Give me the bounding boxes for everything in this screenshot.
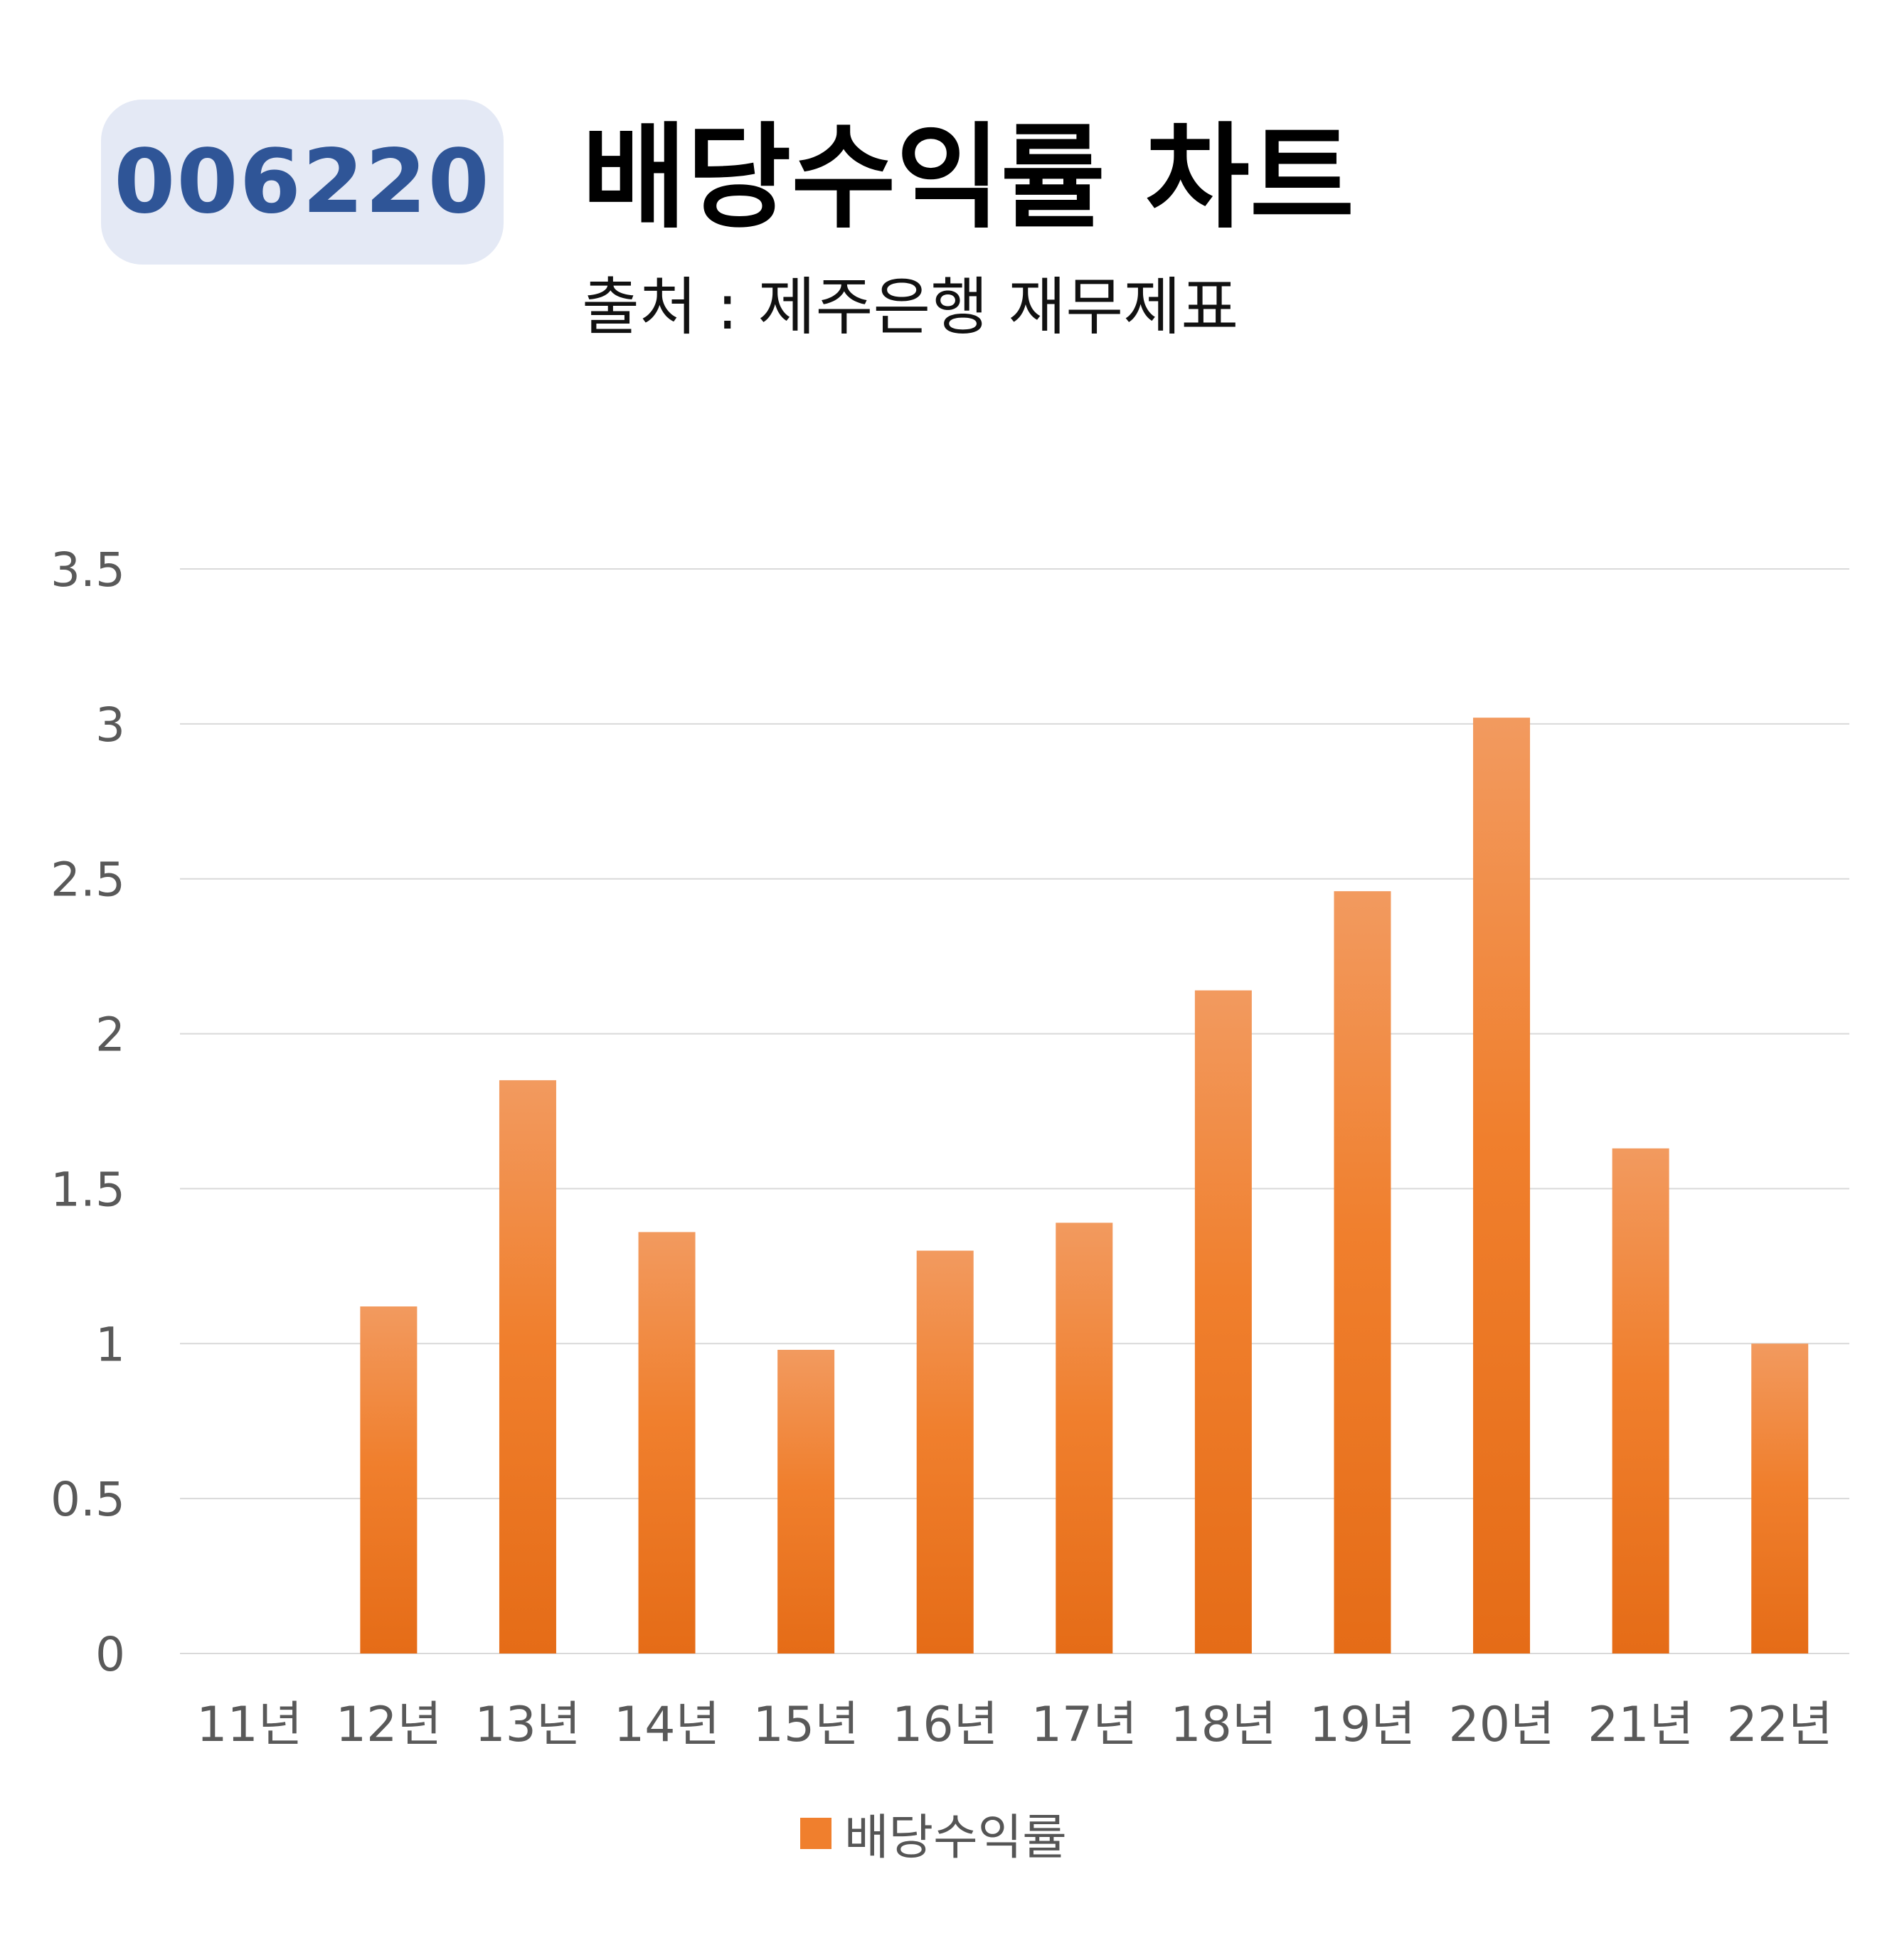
bar-18년 (1194, 990, 1252, 1653)
x-tick-label: 14년 (614, 1697, 720, 1753)
bar-16년 (916, 1250, 974, 1653)
x-axis-ticks: 11년 12년 13년 14년 15년 16년 17년 18년 19년 20년 21년 22년 (196, 1697, 1833, 1753)
stock-code-badge: 006220 (101, 100, 504, 265)
bar-13년 (499, 1080, 556, 1653)
x-tick-label: 19년 (1309, 1697, 1415, 1753)
bar-17년 (1056, 1223, 1113, 1653)
x-tick-label: 16년 (892, 1697, 998, 1753)
chart-title: 배당수익률 차트 (582, 111, 1355, 244)
legend-label: 배당수익률 (844, 1810, 1067, 1866)
y-tick-label: 0.5 (51, 1472, 125, 1527)
bar-21년 (1612, 1148, 1669, 1653)
y-tick-label: 1 (95, 1317, 125, 1372)
y-tick-label: 1.5 (51, 1162, 125, 1217)
x-tick-label: 12년 (336, 1697, 442, 1753)
bars (360, 718, 1809, 1654)
x-tick-label: 17년 (1031, 1697, 1137, 1753)
x-tick-label: 18년 (1170, 1697, 1276, 1753)
bar-19년 (1334, 891, 1391, 1653)
stock-code: 006220 (114, 131, 491, 233)
x-tick-label: 11년 (196, 1697, 302, 1753)
x-tick-label: 22년 (1727, 1697, 1833, 1753)
gridlines (180, 568, 1849, 1654)
bar-22년 (1751, 1343, 1809, 1653)
legend: 배당수익률 (800, 1798, 1067, 1868)
bar-12년 (360, 1306, 418, 1653)
x-tick-label: 21년 (1588, 1697, 1694, 1753)
bar-15년 (777, 1350, 835, 1653)
legend-swatch (800, 1817, 831, 1849)
y-axis-ticks: 0 0.5 1 1.5 2 2.5 3 3.5 (51, 543, 125, 1682)
y-tick-label: 3 (95, 698, 125, 752)
y-tick-label: 0 (95, 1627, 125, 1682)
y-tick-label: 2.5 (51, 853, 125, 907)
bar-14년 (638, 1232, 696, 1653)
x-tick-label: 13년 (474, 1697, 580, 1753)
chart-subtitle: 출처 : 제주은행 재무제표 (582, 270, 1239, 343)
y-tick-label: 2 (95, 1008, 125, 1062)
bar-20년 (1473, 718, 1531, 1654)
y-tick-label: 3.5 (51, 543, 125, 597)
x-tick-label: 20년 (1448, 1697, 1554, 1753)
x-tick-label: 15년 (753, 1697, 859, 1753)
